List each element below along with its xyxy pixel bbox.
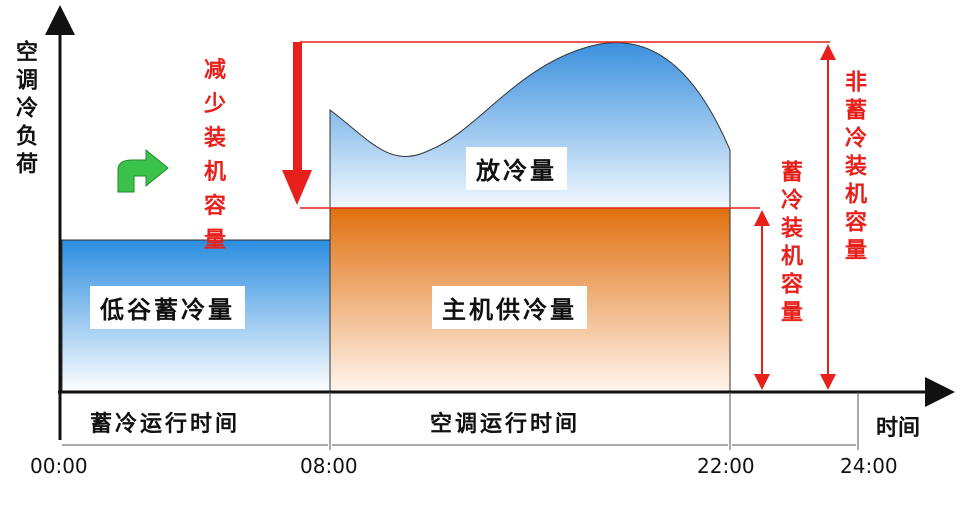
area-label: 低谷蓄冷量 <box>90 286 245 329</box>
y-axis-label: 空调冷负荷 <box>12 40 37 180</box>
period-label: 空调运行时间 <box>430 412 581 437</box>
time-label: 08:00 <box>300 454 358 478</box>
period-label: 蓄冷运行时间 <box>90 412 241 437</box>
time-label: 00:00 <box>30 454 88 478</box>
period-lines <box>62 392 859 450</box>
reduce-arrow <box>282 42 312 205</box>
time-label: 22:00 <box>697 454 755 478</box>
annotation: 减少装机容量 <box>204 58 233 253</box>
release-area <box>329 42 731 209</box>
area-label: 主机供冷量 <box>432 286 587 329</box>
annotation: 蓄冷装机容量 <box>777 160 802 328</box>
area-label: 放冷量 <box>466 147 567 190</box>
x-axis-label: 时间 <box>876 416 921 441</box>
green-arrow <box>117 148 169 193</box>
time-label: 24:00 <box>840 454 898 478</box>
annotation: 非蓄冷装机容量 <box>841 70 866 266</box>
